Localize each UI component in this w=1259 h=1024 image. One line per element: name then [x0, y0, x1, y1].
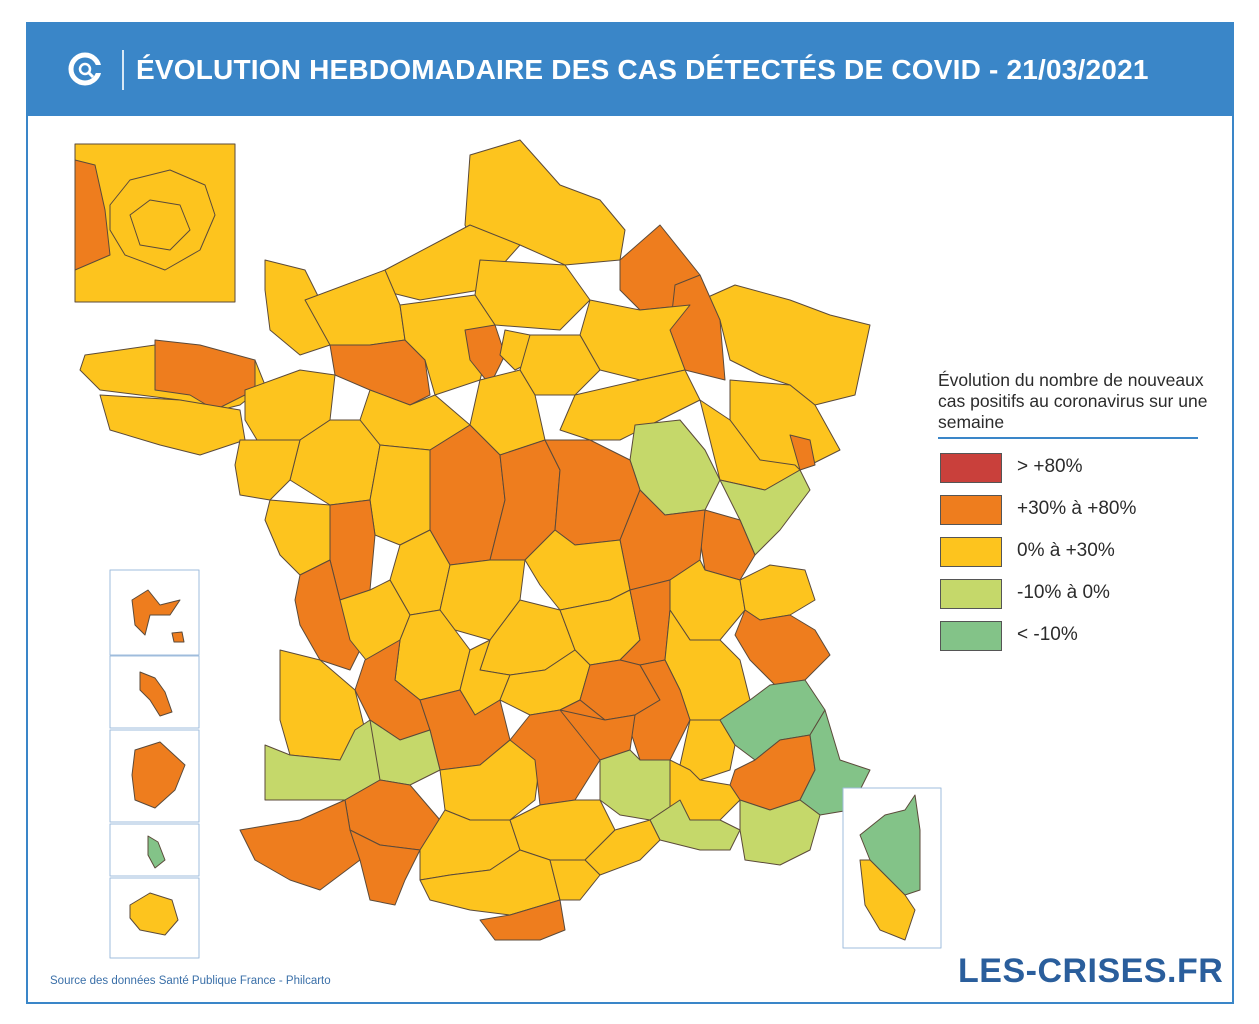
dept-orne — [329, 339, 431, 406]
dept-guyane — [131, 741, 186, 809]
header-divider — [122, 50, 124, 90]
legend-label: +30% à +80% — [1017, 498, 1137, 519]
legend-swatch — [940, 579, 1002, 609]
legend-label: > +80% — [1017, 456, 1083, 477]
dept-savoie — [734, 609, 831, 686]
dept-corse-du-sud — [859, 859, 916, 941]
dept-loire-atlantique — [234, 439, 301, 501]
legend-label: < -10% — [1017, 624, 1078, 645]
brand-logo-text[interactable]: LES-CRISES.FR — [958, 952, 1224, 990]
legend-label: -10% à 0% — [1017, 582, 1110, 603]
dept-vendee — [264, 499, 331, 576]
dept-yvelines — [464, 324, 506, 386]
dept-reunion — [129, 892, 179, 936]
dept-var — [739, 799, 821, 866]
dept-pyrenees-atlantiques — [239, 799, 361, 891]
dept-aude — [549, 859, 601, 901]
header-bar: ÉVOLUTION HEBDOMADAIRE DES CAS DÉTECTÉS … — [26, 22, 1234, 116]
dept-morbihan — [99, 394, 246, 456]
dept-haute-savoie — [739, 564, 816, 621]
dept-pyrenees-orientales — [479, 899, 566, 941]
les-crises-c-logo-icon — [68, 52, 102, 86]
legend-swatch — [940, 453, 1002, 483]
dept-belfort — [789, 434, 816, 471]
dept-oise — [474, 259, 591, 331]
legend-title: Évolution du nombre de nouveaux cas posi… — [938, 370, 1208, 432]
dept-aube — [559, 369, 701, 441]
dept-martinique — [139, 671, 173, 717]
dept-hautes-pyrenees — [349, 829, 421, 906]
dept-mayotte — [147, 835, 166, 869]
dept-cotes-armor — [154, 339, 256, 411]
legend-label: 0% à +30% — [1017, 540, 1115, 561]
legend-swatch — [940, 621, 1002, 651]
data-source-note: Source des données Santé Publique France… — [50, 975, 331, 987]
dept-eure — [399, 294, 496, 396]
dept-guadeloupe-island — [171, 631, 185, 643]
inset-department — [74, 159, 111, 271]
dept-charente-maritime — [294, 559, 366, 671]
legend-swatch — [940, 495, 1002, 525]
dept-grand-est — [689, 284, 871, 406]
legend-swatch — [940, 537, 1002, 567]
dept-manche — [264, 259, 331, 356]
dept-lozere — [559, 709, 636, 761]
legend-divider — [938, 437, 1198, 439]
dept-indre — [369, 444, 431, 546]
dept-guadeloupe — [131, 589, 181, 636]
page-title: ÉVOLUTION HEBDOMADAIRE DES CAS DÉTECTÉS … — [136, 54, 1149, 85]
